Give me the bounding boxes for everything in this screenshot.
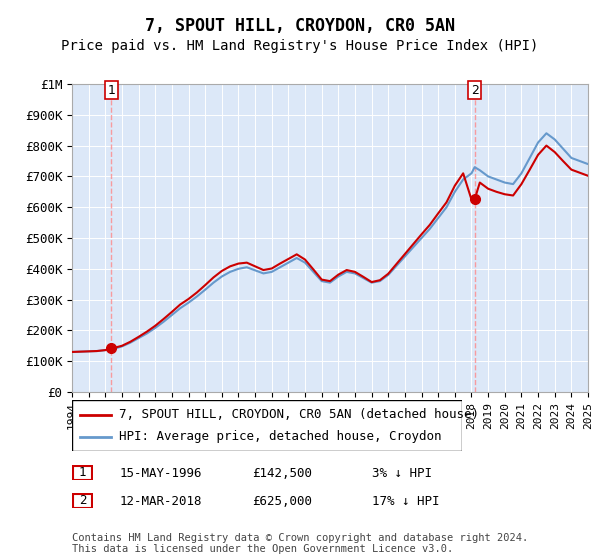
Text: Price paid vs. HM Land Registry's House Price Index (HPI): Price paid vs. HM Land Registry's House …	[61, 39, 539, 53]
Text: 2: 2	[471, 84, 479, 97]
Text: HPI: Average price, detached house, Croydon: HPI: Average price, detached house, Croy…	[119, 430, 442, 443]
Text: 15-MAY-1996: 15-MAY-1996	[120, 466, 203, 480]
Text: 17% ↓ HPI: 17% ↓ HPI	[372, 494, 439, 508]
Text: Contains HM Land Registry data © Crown copyright and database right 2024.
This d: Contains HM Land Registry data © Crown c…	[72, 533, 528, 554]
Bar	[72, 84, 588, 392]
Text: 7, SPOUT HILL, CROYDON, CR0 5AN (detached house): 7, SPOUT HILL, CROYDON, CR0 5AN (detache…	[119, 408, 479, 421]
Bar	[72, 84, 588, 392]
Text: 3% ↓ HPI: 3% ↓ HPI	[372, 466, 432, 480]
Text: £142,500: £142,500	[252, 466, 312, 480]
Text: 7, SPOUT HILL, CROYDON, CR0 5AN: 7, SPOUT HILL, CROYDON, CR0 5AN	[145, 17, 455, 35]
Text: £625,000: £625,000	[252, 494, 312, 508]
Text: 2: 2	[79, 494, 86, 507]
Text: 12-MAR-2018: 12-MAR-2018	[120, 494, 203, 508]
Text: 1: 1	[79, 466, 86, 479]
Text: 1: 1	[107, 84, 115, 97]
